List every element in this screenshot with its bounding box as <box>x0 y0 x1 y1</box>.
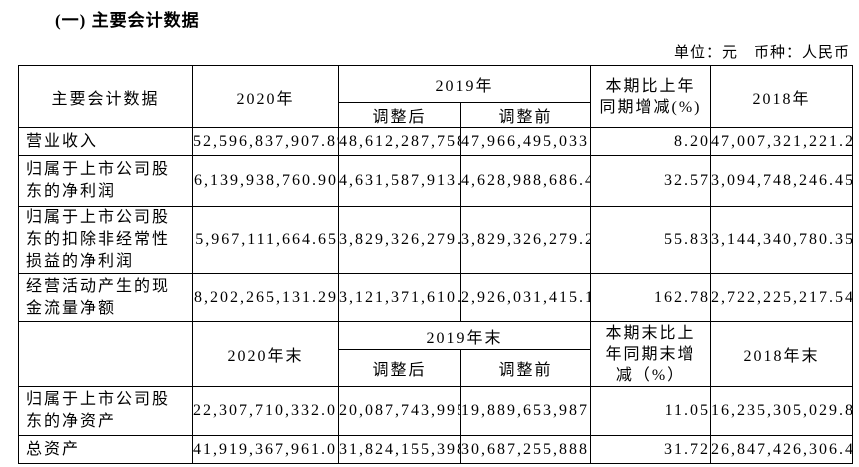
value-2020: 52,596,837,907.89 <box>192 127 339 156</box>
value-2018: 3,144,340,780.35 <box>710 206 854 274</box>
value-change-pct: 8.20 <box>590 127 712 156</box>
value-2019-before: 30,687,255,888.76 <box>459 435 592 464</box>
value-2019-adjusted: 3,829,326,279.25 <box>338 206 461 274</box>
value-2018: 3,094,748,246.45 <box>710 155 854 207</box>
header-row-2-sub: 调整后 调整前 <box>19 349 853 387</box>
row-label-text: 经营活动产生的现金流量净额 <box>26 277 171 317</box>
row-label: 营业收入 <box>18 127 193 156</box>
value-2018: 26,847,426,306.46 <box>710 435 854 464</box>
value-2018: 16,235,305,029.88 <box>710 386 854 436</box>
table-row-net-assets: 归属于上市公司股东的净资产 22,307,710,332.05 20,087,7… <box>18 386 854 436</box>
value-change-pct: 31.72 <box>590 435 712 464</box>
table-row-net-profit: 归属于上市公司股东的净利润 6,139,938,760.90 4,631,587… <box>18 155 854 207</box>
row-label: 归属于上市公司股东的净利润 <box>18 155 193 207</box>
value-2019-adjusted: 48,612,287,758.59 <box>338 127 461 156</box>
value-2019-adjusted: 3,121,371,610.04 <box>338 273 461 322</box>
col-header-2019: 2019年 <box>337 65 592 103</box>
accounting-data-table: 主要会计数据 2020年 2019年 本期比上年 同期增减(%) 2018年 调… <box>18 65 854 464</box>
header-row-2: 2020年末 2019年末 本期末比上 年同期末增 减（%） 2018年末 <box>18 321 854 387</box>
col-header-2020-end: 2020年末 <box>192 321 339 387</box>
col-header-end-change: 本期末比上 年同期末增 减（%） <box>590 321 712 387</box>
col-header-main-empty <box>18 321 193 387</box>
header-row-1-sub: 调整后 调整前 <box>19 102 853 128</box>
value-change-pct: 32.57 <box>590 155 712 207</box>
col-header-main: 主要会计数据 <box>18 65 193 128</box>
section-title: (一) 主要会计数据 <box>55 11 200 30</box>
col-header-2019-end: 2019年末 <box>337 321 592 350</box>
value-2019-adjusted: 31,824,155,398.19 <box>338 435 461 464</box>
value-2018: 47,007,321,221.24 <box>710 127 854 156</box>
value-2019-before: 4,628,988,686.48 <box>459 155 592 207</box>
value-2019-adjusted: 20,087,743,995.08 <box>338 386 461 436</box>
value-2019-before: 19,889,653,987.31 <box>459 386 592 436</box>
col-header-2020: 2020年 <box>192 65 339 128</box>
value-2020: 5,967,111,664.65 <box>192 206 339 274</box>
row-label-text: 营业收入 <box>26 132 99 150</box>
row-label: 经营活动产生的现金流量净额 <box>18 273 193 322</box>
header-row-1: 主要会计数据 2020年 2019年 本期比上年 同期增减(%) 2018年 <box>18 65 854 128</box>
value-2020: 41,919,367,961.05 <box>192 435 339 464</box>
value-change-pct: 11.05 <box>590 386 712 436</box>
row-label: 归属于上市公司股东的净资产 <box>18 386 193 436</box>
col-header-2018-end: 2018年末 <box>710 321 854 387</box>
unit-note: 单位：元 币种：人民币 <box>673 45 850 61</box>
col-header-change: 本期比上年 同期增减(%) <box>590 65 712 128</box>
row-label-text: 归属于上市公司股东的净资产 <box>26 391 171 430</box>
row-label-text: 归属于上市公司股东的扣除非经常性损益的净利润 <box>26 209 171 270</box>
table-row-operating-cash-flow: 经营活动产生的现金流量净额 8,202,265,131.29 3,121,371… <box>18 273 854 322</box>
value-change-pct: 55.83 <box>590 206 712 274</box>
value-2018: 2,722,225,217.54 <box>710 273 854 322</box>
row-label-text: 总资产 <box>26 440 81 458</box>
value-2019-before: 47,966,495,033.74 <box>459 127 592 156</box>
value-2019-adjusted: 4,631,587,913.58 <box>338 155 461 207</box>
table-row-net-profit-excl-nonrecurring: 归属于上市公司股东的扣除非经常性损益的净利润 5,967,111,664.65 … <box>18 206 854 274</box>
value-2020: 8,202,265,131.29 <box>192 273 339 322</box>
row-label: 总资产 <box>18 435 193 464</box>
col-header-2019-end-adjusted: 调整后 <box>338 349 461 387</box>
col-header-2019-adjusted: 调整后 <box>338 102 461 128</box>
table-row-total-assets: 总资产 41,919,367,961.05 31,824,155,398.19 … <box>18 435 854 464</box>
value-2019-before: 2,926,031,415.11 <box>459 273 592 322</box>
row-label: 归属于上市公司股东的扣除非经常性损益的净利润 <box>18 206 193 274</box>
row-label-text: 归属于上市公司股东的净利润 <box>26 161 171 200</box>
value-2020: 22,307,710,332.05 <box>192 386 339 436</box>
table-row-revenue: 营业收入 52,596,837,907.89 48,612,287,758.59… <box>18 127 854 156</box>
value-change-pct: 162.78 <box>590 273 712 322</box>
col-header-2019-before: 调整前 <box>459 102 592 128</box>
value-2019-before: 3,829,326,279.25 <box>459 206 592 274</box>
value-2020: 6,139,938,760.90 <box>192 155 339 207</box>
col-header-2018: 2018年 <box>710 65 854 128</box>
col-header-2019-end-before: 调整前 <box>459 349 592 387</box>
